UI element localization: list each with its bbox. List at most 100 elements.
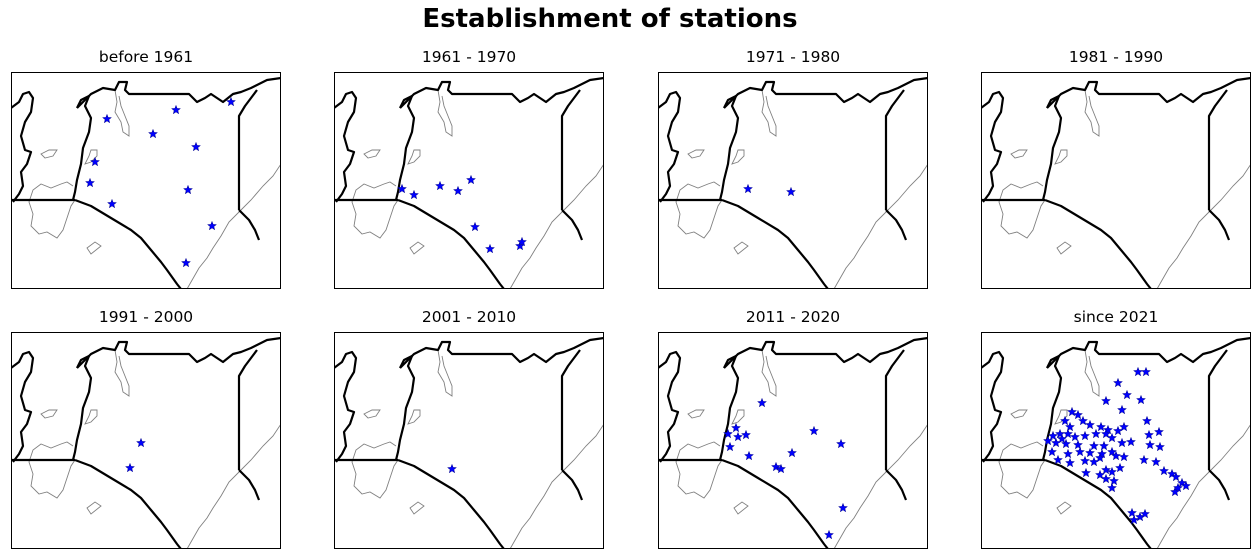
station-marker (1150, 456, 1162, 467)
coastline-lake-outline (833, 423, 928, 549)
panel-title: 1981 - 1990 (1068, 48, 1164, 66)
map-canvas (334, 72, 604, 289)
station-marker (1064, 421, 1076, 432)
station-marker (1118, 451, 1130, 462)
station-marker (1180, 480, 1192, 491)
country-border (76, 76, 281, 109)
coastline-lake-outline (733, 501, 749, 515)
station-marker (823, 529, 835, 540)
station-marker (1096, 448, 1108, 459)
country-border (1207, 89, 1228, 210)
coastline-lake-outline (84, 149, 98, 165)
country-border (74, 198, 182, 289)
station-marker (1042, 435, 1054, 446)
coastline-lake-outline (731, 409, 745, 425)
station-marker (225, 96, 237, 107)
coastline-lake-outline (1156, 163, 1251, 289)
panel-frame (658, 332, 928, 549)
country-border (981, 350, 1005, 463)
country-border (721, 458, 829, 549)
panel-frame (11, 72, 281, 289)
station-marker (1054, 428, 1066, 439)
station-marker (1116, 404, 1128, 415)
station-marker (742, 183, 754, 194)
country-border (884, 89, 905, 210)
country-border (237, 89, 258, 210)
country-border (399, 336, 604, 369)
country-border (399, 76, 604, 109)
coastline-lake-outline (114, 89, 130, 137)
station-marker (1064, 457, 1076, 468)
station-marker (182, 184, 194, 195)
station-marker (808, 425, 820, 436)
station-marker (1084, 447, 1096, 458)
station-marker (1110, 450, 1122, 461)
map-panel: 1981 - 1990 (981, 48, 1251, 289)
country-border (981, 90, 1005, 203)
station-marker (1094, 469, 1106, 480)
coastline-lake-outline (1054, 409, 1068, 425)
station-marker (1079, 430, 1091, 441)
coastline-lake-outline (1056, 241, 1072, 255)
panel-frame (981, 332, 1251, 549)
station-marker (1090, 428, 1102, 439)
station-marker (1077, 415, 1089, 426)
station-marker (1074, 446, 1086, 457)
station-marker (180, 257, 192, 268)
coastline-lake-outline (86, 501, 102, 515)
station-marker (1126, 507, 1138, 518)
coastline-lake-outline (351, 181, 399, 239)
country-border (885, 209, 908, 241)
coastline-lake-outline (28, 441, 76, 499)
map-panel: 1971 - 1980 (658, 48, 928, 289)
coastline-lake-outline (114, 349, 130, 397)
station-marker (1138, 454, 1150, 465)
country-border (397, 198, 505, 289)
coastline-lake-outline (1010, 149, 1028, 159)
station-marker (1141, 415, 1153, 426)
coastline-lake-outline (1010, 409, 1028, 419)
station-marker (1170, 471, 1182, 482)
coastline-lake-outline (998, 181, 1046, 239)
station-marker (837, 502, 849, 513)
station-marker (1139, 508, 1151, 519)
station-marker (1144, 439, 1156, 450)
country-border (1046, 336, 1251, 369)
station-marker (722, 428, 734, 439)
station-marker (775, 463, 787, 474)
station-marker (1106, 432, 1118, 443)
country-border (334, 350, 358, 463)
country-border (561, 469, 584, 501)
country-border (11, 350, 35, 463)
station-marker (1059, 415, 1071, 426)
coastline-lake-outline (509, 423, 604, 549)
coastline-lake-outline (1054, 149, 1068, 165)
panel-title: 2011 - 2020 (745, 308, 841, 326)
station-marker (785, 186, 797, 197)
coastline-lake-outline (437, 349, 453, 397)
country-border (560, 89, 581, 210)
station-marker (1056, 433, 1068, 444)
station-marker (1100, 473, 1112, 484)
map-panel: 1991 - 2000 (11, 308, 281, 549)
station-marker (1060, 438, 1072, 449)
station-marker (1153, 426, 1165, 437)
map-canvas (981, 332, 1251, 549)
country-border (1046, 76, 1251, 109)
country-border (1208, 469, 1231, 501)
station-marker (1052, 454, 1064, 465)
station-marker (1047, 430, 1059, 441)
station-marker (452, 185, 464, 196)
figure-title: Establishment of stations (422, 4, 798, 34)
coastline-lake-outline (1084, 89, 1100, 137)
station-marker (446, 463, 458, 474)
panel-frame (334, 332, 604, 549)
station-marker (1080, 467, 1092, 478)
panel-title: since 2021 (1073, 308, 1159, 326)
station-marker (1062, 448, 1074, 459)
coastline-lake-outline (84, 409, 98, 425)
station-marker (170, 104, 182, 115)
coastline-lake-outline (1084, 349, 1100, 397)
coastline-lake-outline (675, 181, 723, 239)
coastline-lake-outline (407, 409, 421, 425)
